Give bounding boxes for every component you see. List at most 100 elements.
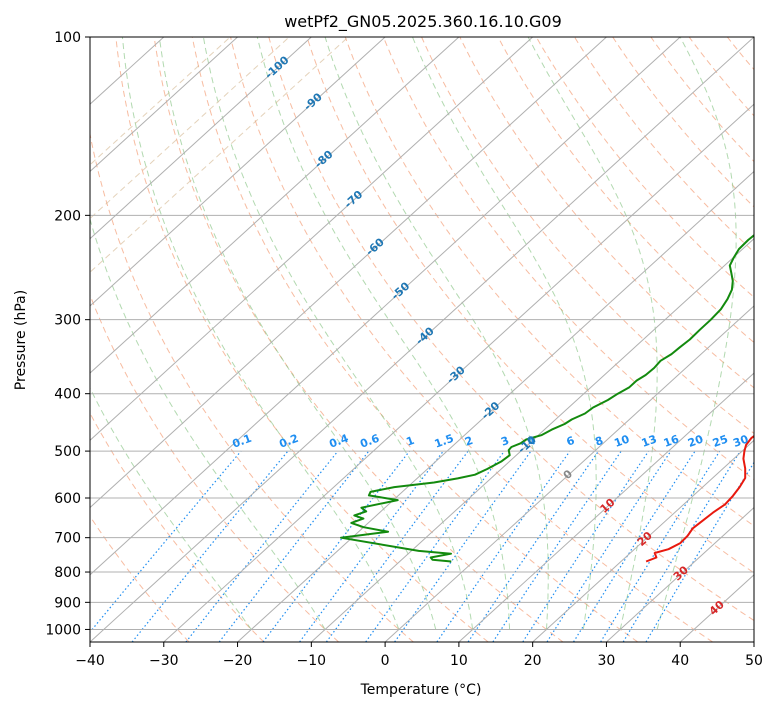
isotherm-line [90, 37, 534, 442]
dry-adiabat [153, 37, 564, 642]
dry-adiabat [497, 37, 754, 344]
dry-adiabat [230, 37, 713, 642]
mixing-ratio-line [325, 450, 469, 642]
mixing-ratio-label: 0.1 [231, 432, 254, 451]
y-tick-label: 900 [54, 595, 81, 611]
mixing-ratio-label: 4 [526, 434, 538, 449]
mixing-ratio-line [90, 450, 242, 633]
mixing-ratio-line [546, 450, 672, 642]
y-tick-label: 300 [54, 313, 81, 329]
mixing-ratio-line [572, 450, 696, 642]
moist-adiabat [412, 37, 597, 630]
dry-adiabat [574, 37, 754, 253]
mixing-ratio-label: 6 [565, 434, 577, 449]
y-tick-label: 500 [54, 444, 81, 460]
moist-adiabat [656, 37, 737, 630]
mixing-ratio-line [365, 450, 505, 642]
isotherm-line [163, 103, 754, 642]
dewpoint-profile-line [340, 234, 754, 563]
x-tick-label: −20 [223, 653, 253, 669]
mixing-ratio-line [600, 450, 721, 642]
mixing-ratio-label: 3 [499, 434, 511, 449]
isotherm-line [458, 372, 754, 642]
y-tick-label: 100 [54, 30, 81, 46]
x-tick-label: 40 [671, 653, 689, 669]
lcl-curve [90, 37, 349, 273]
mixing-ratio-label: 30 [731, 432, 750, 450]
y-tick-label: 1000 [45, 622, 81, 638]
dry-adiabat [90, 131, 414, 642]
chart-title: wetPf2_GN05.2025.360.16.10.G09 [284, 12, 562, 32]
mixing-ratio-label: 25 [711, 433, 730, 450]
dry-adiabat [115, 37, 489, 642]
mixing-ratio-label: 1 [404, 434, 416, 449]
mixing-ratio-line [299, 450, 444, 642]
y-tick-label: 800 [54, 565, 81, 581]
background-lines [90, 37, 775, 642]
dry-adiabat [344, 37, 754, 527]
isotherm-line [90, 37, 460, 374]
mixing-ratio-label: 1.5 [433, 432, 456, 451]
isotherm-line [310, 237, 754, 642]
isotherm-line [90, 37, 312, 240]
isotherm-label: -100 [262, 53, 291, 81]
axis-ticks: −40 −30 −20 −10 0 10 20 30 40 5010020030040050060… [45, 30, 763, 669]
dry-adiabat [650, 37, 754, 163]
moist-adiabat [256, 37, 511, 630]
x-tick-label: 10 [450, 653, 468, 669]
x-tick-label: −30 [149, 653, 179, 669]
x-tick-label: −40 [75, 653, 105, 669]
plot-frame [89, 36, 755, 643]
mixing-ratio-line [185, 450, 339, 642]
mixing-ratio-label: 0.6 [358, 432, 381, 451]
isotherm-line [532, 439, 754, 642]
y-tick-label: 600 [54, 491, 81, 507]
dry-adiabat [90, 293, 339, 642]
isotherm-line [90, 37, 607, 509]
mixing-ratio-label: 0.2 [277, 432, 300, 451]
isotherm-line [237, 170, 754, 642]
dry-adiabat [688, 37, 754, 117]
moist-adiabat [158, 37, 437, 630]
grid [90, 37, 754, 642]
x-tick-label: 0 [381, 653, 390, 669]
dry-adiabat [191, 37, 639, 642]
isotherm-line [90, 37, 681, 576]
isotherm-line [90, 37, 386, 307]
x-tick-label: 50 [745, 653, 763, 669]
mixing-ratio-label: 10 [612, 432, 631, 450]
dry-adiabat [306, 37, 754, 574]
mixing-ratio-line [131, 450, 289, 642]
isotherm-line [384, 305, 754, 642]
mixing-ratio-line [492, 450, 622, 642]
isotherm-line [606, 506, 754, 642]
mixing-ratio-label: 36 [752, 432, 771, 450]
dry-adiabat [268, 37, 754, 622]
mixing-ratio-label: 8 [593, 434, 605, 449]
y-tick-label: 200 [54, 208, 81, 224]
lcl-curve [90, 37, 290, 220]
series-layer [340, 234, 754, 563]
moist-adiabat [121, 37, 400, 630]
dry-adiabat [90, 515, 190, 642]
isotherm-line [90, 37, 754, 642]
x-tick-label: 30 [598, 653, 616, 669]
x-tick-label: −10 [297, 653, 327, 669]
mixing-ratio-label: 16 [662, 432, 681, 450]
temperature-profile-line [645, 434, 754, 563]
mixing-ratio-line [467, 450, 599, 642]
y-tick-label: 400 [54, 387, 81, 403]
mixing-ratio-label: 0.4 [327, 432, 350, 451]
dry-adiabat [382, 37, 754, 481]
mixing-ratio-label: 2 [463, 434, 475, 449]
dry-adiabat [766, 37, 775, 642]
mixing-ratio-line [622, 450, 741, 642]
isotherm-line [753, 641, 754, 642]
mixing-ratio-label: 20 [686, 432, 705, 450]
dry-adiabat [90, 412, 265, 642]
mixing-ratio-label: 13 [640, 433, 659, 450]
moist-adiabat [324, 37, 549, 630]
x-tick-label: 20 [524, 653, 542, 669]
moist-adiabat [527, 37, 658, 630]
